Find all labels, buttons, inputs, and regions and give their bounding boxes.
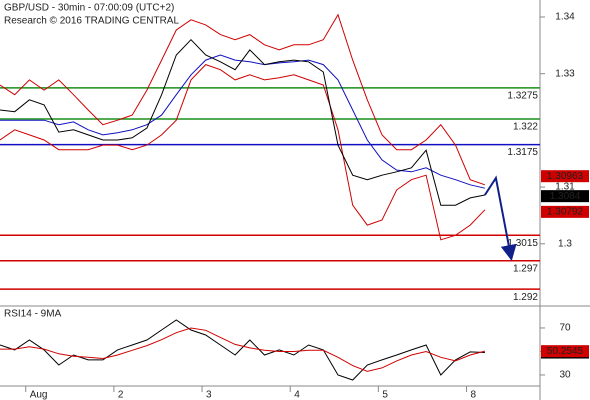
last-value-label: 50.2545 xyxy=(547,346,584,357)
chart-title: GBP/USD - 30min - 07:00:09 (UTC+2) xyxy=(4,3,174,14)
level-label: 1.297 xyxy=(513,263,538,274)
series-line xyxy=(0,327,486,372)
price-tag-label: 1.30792 xyxy=(547,207,584,218)
y-tick-label: 1.31 xyxy=(555,182,575,193)
series-line xyxy=(0,54,486,189)
price-tag-box xyxy=(541,190,589,203)
chart-subtitle: Research © 2016 TRADING CENTRAL xyxy=(4,16,179,27)
x-tick-label: 8 xyxy=(471,390,477,400)
x-tick-label: 2 xyxy=(118,390,124,400)
series-line xyxy=(0,13,486,186)
series-line xyxy=(0,319,485,381)
x-tick-label: 5 xyxy=(382,390,388,400)
y-tick-label: 30 xyxy=(559,370,571,381)
level-label: 1.322 xyxy=(513,122,538,133)
last-value-box xyxy=(541,345,589,358)
level-label: 1.292 xyxy=(513,292,538,303)
x-tick-label: 4 xyxy=(294,390,300,400)
forecast-arrow xyxy=(484,175,517,261)
price-tag-label: 1.3084 xyxy=(550,191,581,202)
y-tick-label: 1.3 xyxy=(558,238,572,249)
series-line xyxy=(0,38,485,206)
level-label: 1.3015 xyxy=(507,238,538,249)
x-tick-label: 3 xyxy=(206,390,212,400)
level-label: 1.3275 xyxy=(507,91,538,102)
panel-title: RSI14 - 9MA xyxy=(4,309,62,320)
y-tick-label: 1.34 xyxy=(555,12,575,23)
price-tag-box xyxy=(541,170,589,183)
y-tick-label: 1.33 xyxy=(555,68,575,79)
x-tick-label: Aug xyxy=(30,390,48,400)
price-tag-box xyxy=(541,205,589,218)
level-label: 1.3175 xyxy=(507,147,538,158)
price-tag-label: 1.30963 xyxy=(547,171,584,182)
series-line xyxy=(0,64,486,241)
y-tick-label: 70 xyxy=(559,323,571,334)
